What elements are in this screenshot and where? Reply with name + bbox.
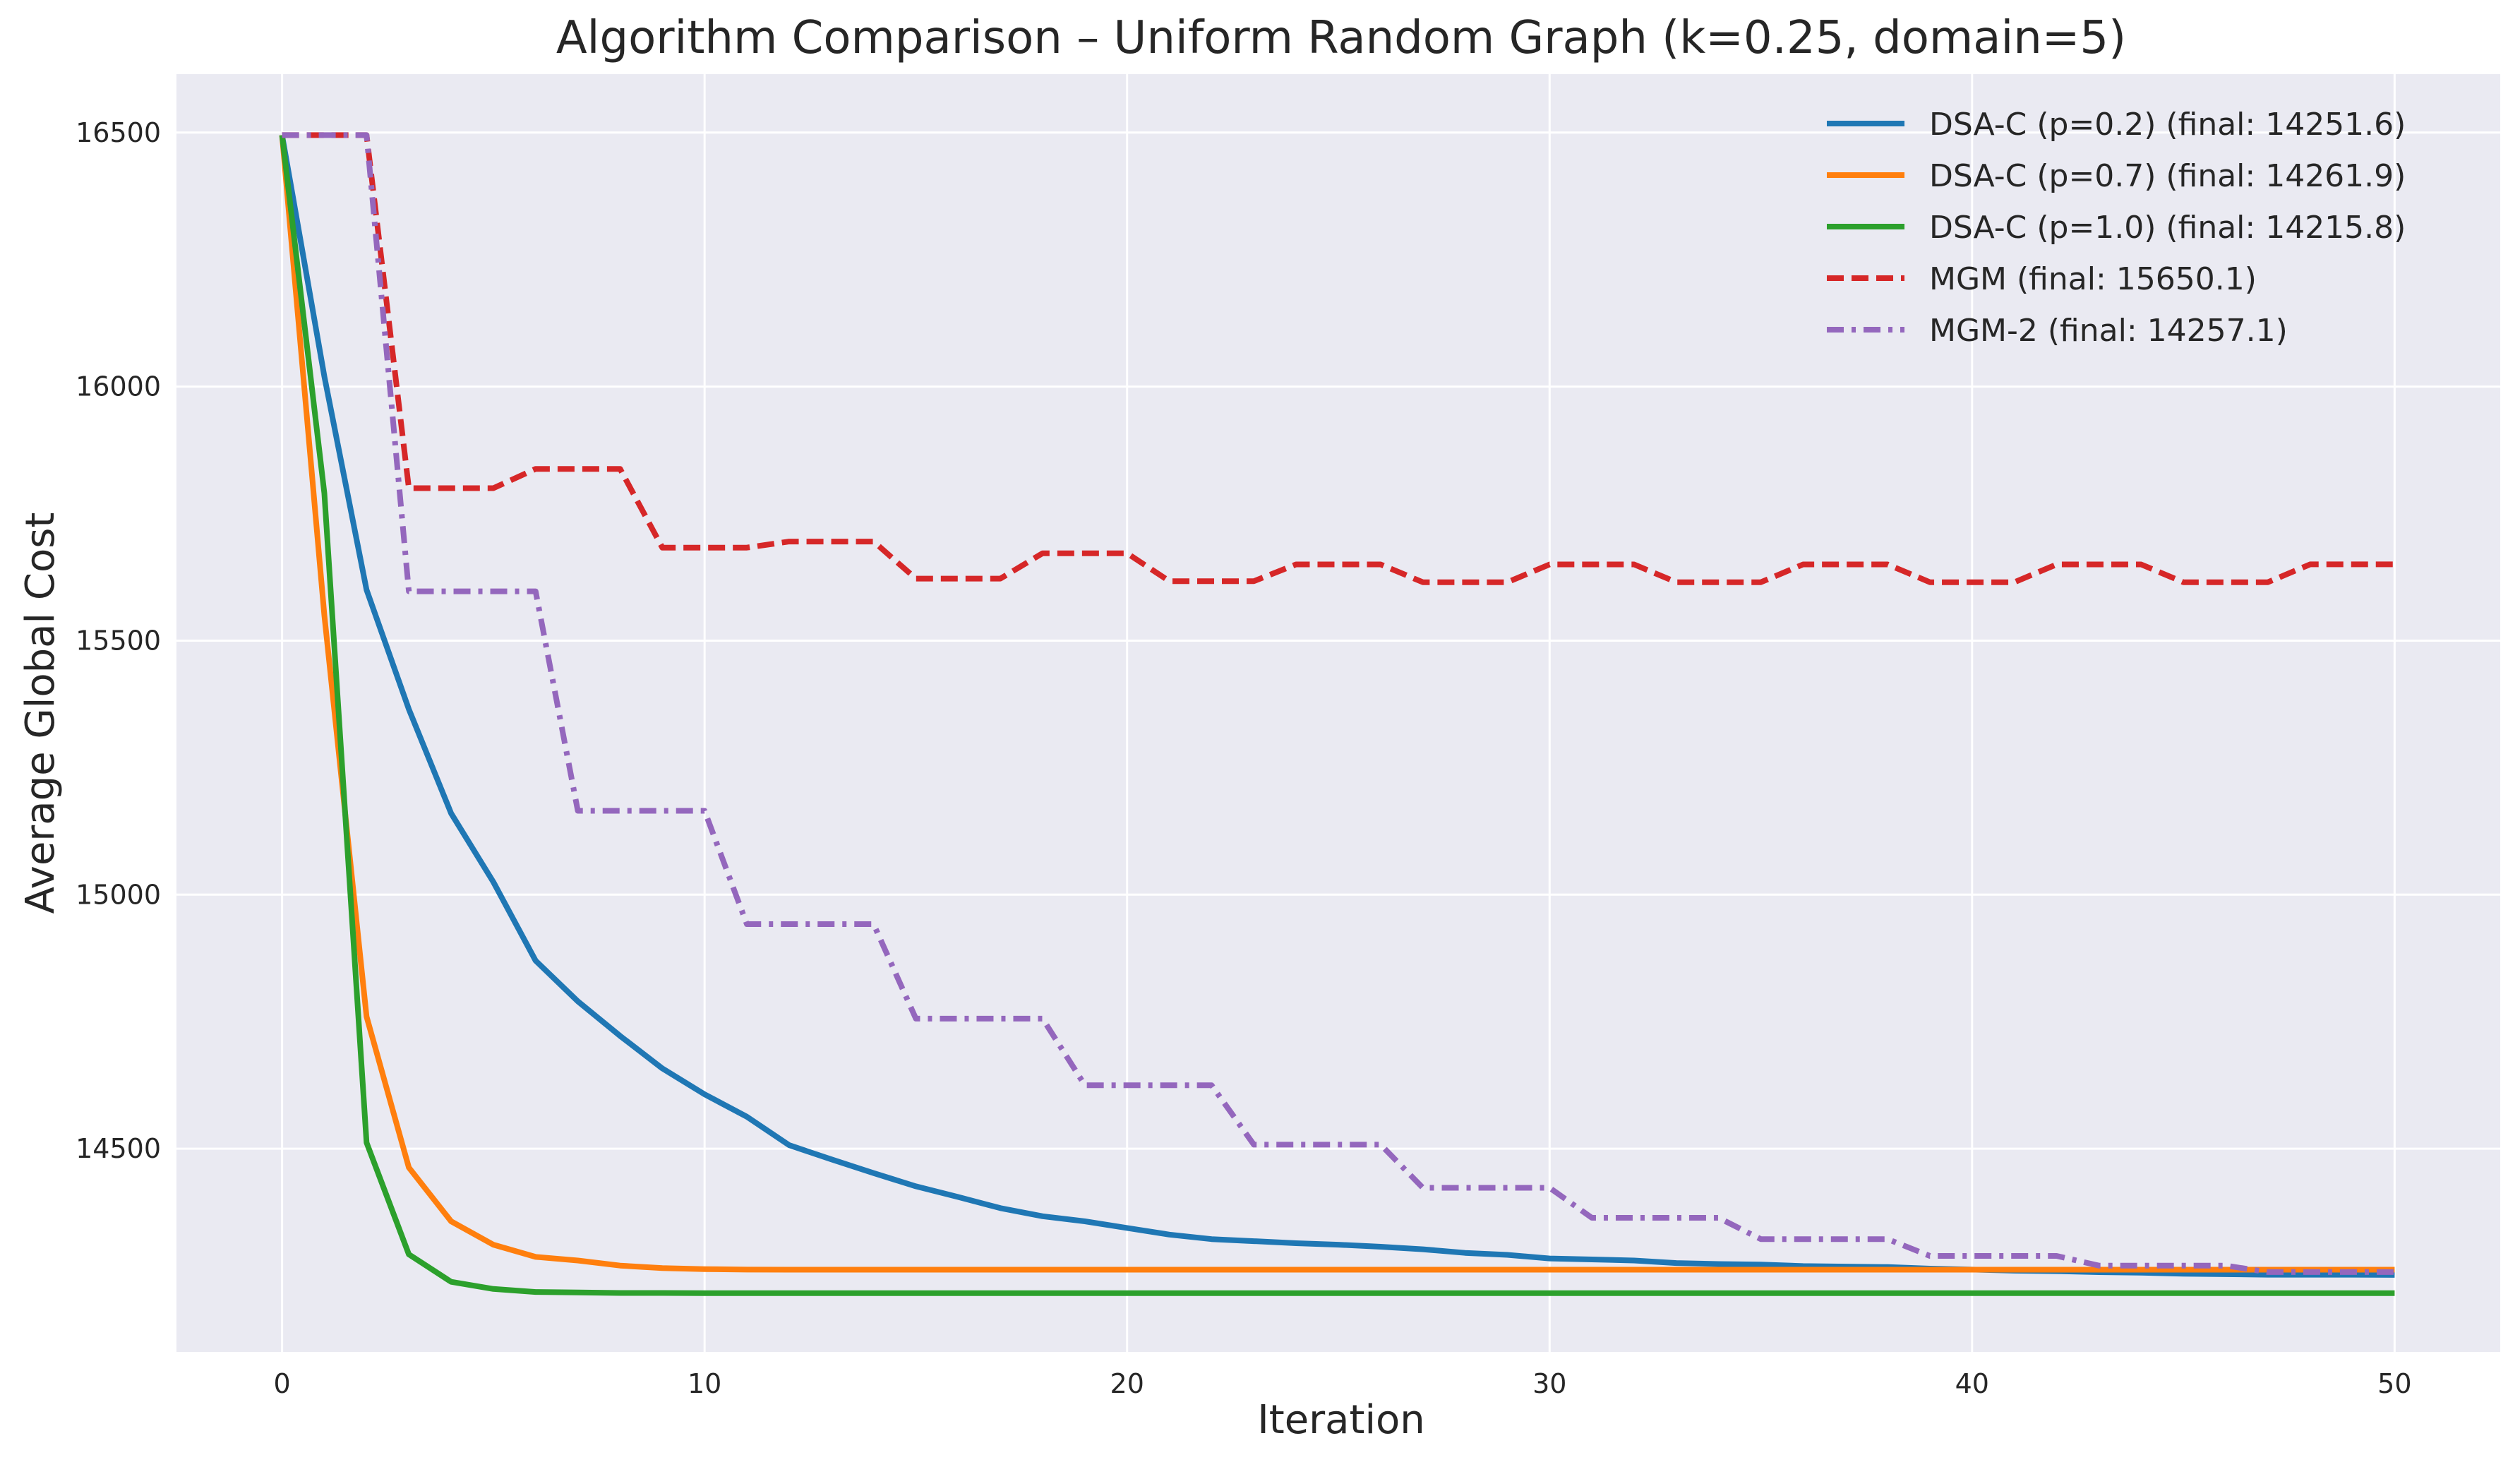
y-tick-label: 14500 [76,1133,161,1164]
x-tick-label: 0 [274,1368,291,1399]
x-tick-label: 30 [1532,1368,1566,1399]
series-line-3 [279,134,2395,1296]
legend-label: DSA-C (p=0.2) (final: 14251.6) [1929,107,2406,143]
y-tick-label: 16000 [76,371,161,402]
x-axis-label: Iteration [1257,1397,1425,1443]
y-axis-label: Average Global Cost [18,513,64,914]
x-tick-label: 40 [1955,1368,1989,1399]
series-line-5 [282,132,2395,1275]
legend-label: MGM-2 (final: 14257.1) [1929,313,2288,349]
x-tick-label: 50 [2377,1368,2411,1399]
x-tick-label: 10 [688,1368,721,1399]
tick-labels: 0 10 20 30 40 50 14500 15000 15500 16000 16500 [76,117,2411,1399]
x-tick-label: 20 [1110,1368,1144,1399]
legend-label: MGM (final: 15650.1) [1929,261,2257,297]
plot-area [176,74,2500,1352]
chart-title: Algorithm Comparison – Uniform Random Gr… [556,12,2126,64]
series-lines [279,132,2395,1296]
series-line-4 [282,132,2395,585]
legend-label: DSA-C (p=0.7) (final: 14261.9) [1929,158,2406,194]
y-tick-label: 15500 [76,625,161,656]
legend-label: DSA-C (p=1.0) (final: 14215.8) [1929,210,2406,246]
legend: DSA-C (p=0.2) (final: 14251.6) DSA-C (p=0… [1827,107,2406,349]
y-tick-label: 15000 [76,879,161,910]
series-line-2 [279,135,2395,1273]
grid [176,74,2500,1352]
y-tick-label: 16500 [76,117,161,148]
